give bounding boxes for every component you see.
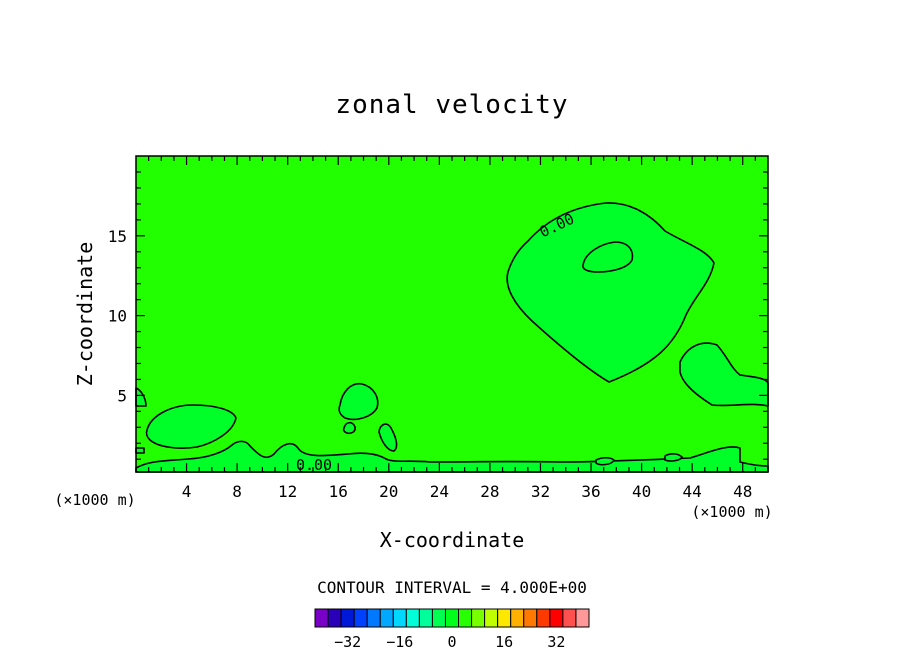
x-tick-label: 4 xyxy=(182,482,192,501)
colorbar-tick-label: 0 xyxy=(447,633,456,651)
colorbar-swatch xyxy=(392,608,407,628)
contour-region-large-east xyxy=(506,202,715,383)
colorbar-tick-label: −16 xyxy=(386,633,413,651)
x-axis-label: X-coordinate xyxy=(380,528,525,552)
contour-region-west-edge-low xyxy=(135,447,145,454)
colorbar-tick-label: −32 xyxy=(334,633,361,651)
contour-region-central-blob xyxy=(378,423,398,452)
colorbar-swatch xyxy=(327,608,342,628)
contour-region-central-dot xyxy=(342,421,356,435)
x-tick-label: 32 xyxy=(531,482,550,501)
colorbar-tick-label: 16 xyxy=(495,633,513,651)
y-unit-label: (×1000 m) xyxy=(54,491,135,509)
x-tick-label: 20 xyxy=(379,482,398,501)
y-tick-label: 15 xyxy=(108,227,127,246)
y-axis-label: Z-coordinate xyxy=(73,242,97,387)
colorbar-swatch xyxy=(471,608,486,628)
colorbar-swatch xyxy=(562,608,577,628)
x-tick-label: 16 xyxy=(329,482,348,501)
colorbar-swatch xyxy=(379,608,394,628)
colorbar-swatch xyxy=(549,608,564,628)
contour-label-lower: 0.00 xyxy=(296,456,332,474)
contour-region-west-edge xyxy=(135,387,147,407)
colorbar-swatch xyxy=(575,608,590,628)
x-tick-label: 12 xyxy=(278,482,297,501)
colorbar xyxy=(314,608,590,628)
contour-region-bottom-strip xyxy=(135,440,769,473)
colorbar-swatch xyxy=(458,608,473,628)
y-tick-label: 5 xyxy=(117,386,127,405)
colorbar-swatch xyxy=(418,608,433,628)
x-tick-label: 48 xyxy=(733,482,752,501)
x-tick-label: 28 xyxy=(480,482,499,501)
contour-region-west-lens xyxy=(145,404,237,449)
colorbar-swatch xyxy=(444,608,460,628)
colorbar-tick-label: 32 xyxy=(547,633,565,651)
colorbar-swatch xyxy=(484,608,499,628)
contour-region-south-right-b xyxy=(664,453,683,462)
colorbar-swatch xyxy=(314,608,329,628)
colorbar-swatch xyxy=(340,608,355,628)
contour-region-inner-ring xyxy=(582,241,634,273)
x-unit-label: (×1000 m) xyxy=(691,503,772,521)
plot-area: 0.00 0.00 xyxy=(135,155,769,474)
x-tick-label: 44 xyxy=(683,482,702,501)
contour-region-south-right-a xyxy=(595,456,615,466)
contour-region-east-lower xyxy=(679,342,769,407)
colorbar-swatch xyxy=(366,608,381,628)
x-tick-label: 24 xyxy=(430,482,449,501)
colorbar-swatch xyxy=(510,608,525,628)
x-tick-label: 40 xyxy=(632,482,651,501)
x-tick-label: 8 xyxy=(232,482,242,501)
chart-title: zonal velocity xyxy=(335,90,568,120)
y-tick-label: 10 xyxy=(108,307,127,326)
colorbar-swatch xyxy=(431,608,446,628)
contour-interval-text: CONTOUR INTERVAL = 4.000E+00 xyxy=(317,578,587,597)
colorbar-swatch xyxy=(353,608,368,628)
contour-region-central-small xyxy=(338,382,379,421)
colorbar-swatch xyxy=(497,608,512,628)
colorbar-swatch xyxy=(405,608,420,628)
colorbar-swatch xyxy=(536,608,551,628)
x-tick-label: 36 xyxy=(581,482,600,501)
colorbar-swatch xyxy=(523,608,538,628)
